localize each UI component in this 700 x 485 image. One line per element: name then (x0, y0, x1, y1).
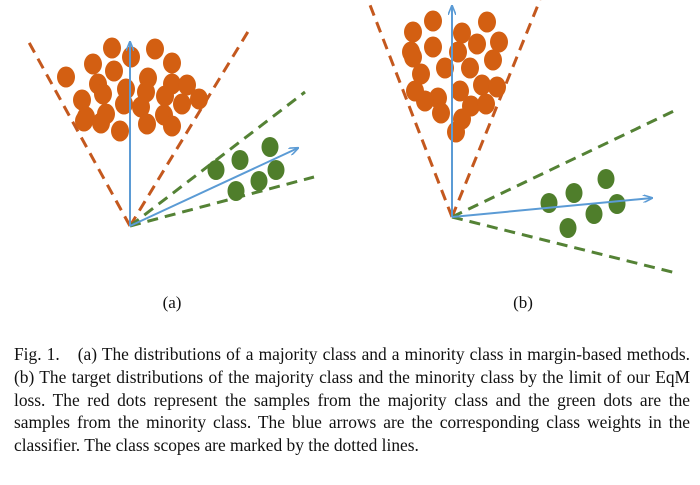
majority-sample-dot (111, 120, 129, 142)
minority-scope-line-upper (451, 108, 677, 219)
majority-class-dots (57, 37, 208, 142)
majority-sample-dot (146, 38, 164, 60)
majority-sample-dot (138, 113, 156, 135)
majority-sample-dot (484, 49, 502, 71)
minority-sample-dot (267, 160, 285, 180)
majority-sample-dot (103, 37, 121, 59)
caption-figure-number: Fig. 1. (14, 344, 60, 364)
minority-class-dots (207, 137, 285, 201)
majority-sample-dot (57, 66, 75, 88)
minority-sample-dot (231, 150, 249, 170)
majority-sample-dot (488, 76, 506, 98)
majority-sample-dot (477, 93, 495, 115)
majority-sample-dot (173, 93, 191, 115)
majority-sample-dot (73, 89, 91, 111)
majority-scope-line-right (450, 0, 542, 218)
panel-label-b: (b) (513, 293, 533, 312)
majority-sample-dot (468, 33, 486, 55)
minority-sample-dot (597, 169, 615, 189)
minority-scope-line-lower (129, 175, 315, 228)
minority-class-weight-arrow (451, 198, 652, 218)
majority-sample-dot (178, 74, 196, 96)
majority-scope-line-right (128, 29, 251, 227)
majority-sample-dot (404, 21, 422, 43)
majority-sample-dot (490, 31, 508, 53)
majority-sample-dot (402, 41, 420, 63)
majority-sample-dot (447, 121, 465, 143)
majority-sample-dot (132, 96, 150, 118)
minority-sample-dot (540, 193, 558, 213)
minority-sample-dot (559, 218, 577, 238)
minority-sample-dot (585, 204, 603, 224)
panel-b-diagram (368, 0, 677, 275)
majority-sample-dot (84, 53, 102, 75)
majority-sample-dot (461, 57, 479, 79)
minority-scope-line-lower (451, 215, 677, 275)
minority-scope-line-upper (129, 90, 306, 228)
minority-sample-dot (565, 183, 583, 203)
majority-sample-dot (473, 74, 491, 96)
majority-sample-dot (424, 36, 442, 58)
minority-class-dots (540, 169, 626, 238)
majority-sample-dot (156, 85, 174, 107)
majority-sample-dot (75, 110, 93, 132)
panel-label-a: (a) (162, 293, 182, 312)
majority-sample-dot (478, 11, 496, 33)
majority-sample-dot (451, 80, 469, 102)
minority-sample-dot (207, 160, 225, 180)
majority-sample-dot (432, 102, 450, 124)
minority-sample-dot (608, 194, 626, 214)
minority-sample-dot (227, 181, 245, 201)
caption-text: (a) The distributions of a majority clas… (14, 344, 691, 456)
majority-sample-dot (92, 112, 110, 134)
figure-diagram (24, 0, 677, 275)
minority-sample-dot (250, 171, 268, 191)
majority-sample-dot (436, 57, 454, 79)
minority-class-weight-arrow (129, 148, 298, 227)
majority-sample-dot (163, 115, 181, 137)
panel-a-diagram (24, 29, 315, 228)
majority-sample-dot (163, 52, 181, 74)
majority-class-dots (402, 10, 508, 143)
majority-sample-dot (424, 10, 442, 32)
majority-sample-dot (115, 93, 133, 115)
majority-sample-dot (190, 88, 208, 110)
majority-sample-dot (105, 60, 123, 82)
majority-sample-dot (416, 90, 434, 112)
majority-sample-dot (453, 22, 471, 44)
majority-sample-dot (449, 41, 467, 63)
majority-sample-dot (412, 63, 430, 85)
minority-sample-dot (261, 137, 279, 157)
majority-sample-dot (94, 83, 112, 105)
majority-scope-line-left (368, 4, 454, 218)
figure-caption: Fig. 1. (a) The distributions of a majori… (14, 343, 690, 457)
